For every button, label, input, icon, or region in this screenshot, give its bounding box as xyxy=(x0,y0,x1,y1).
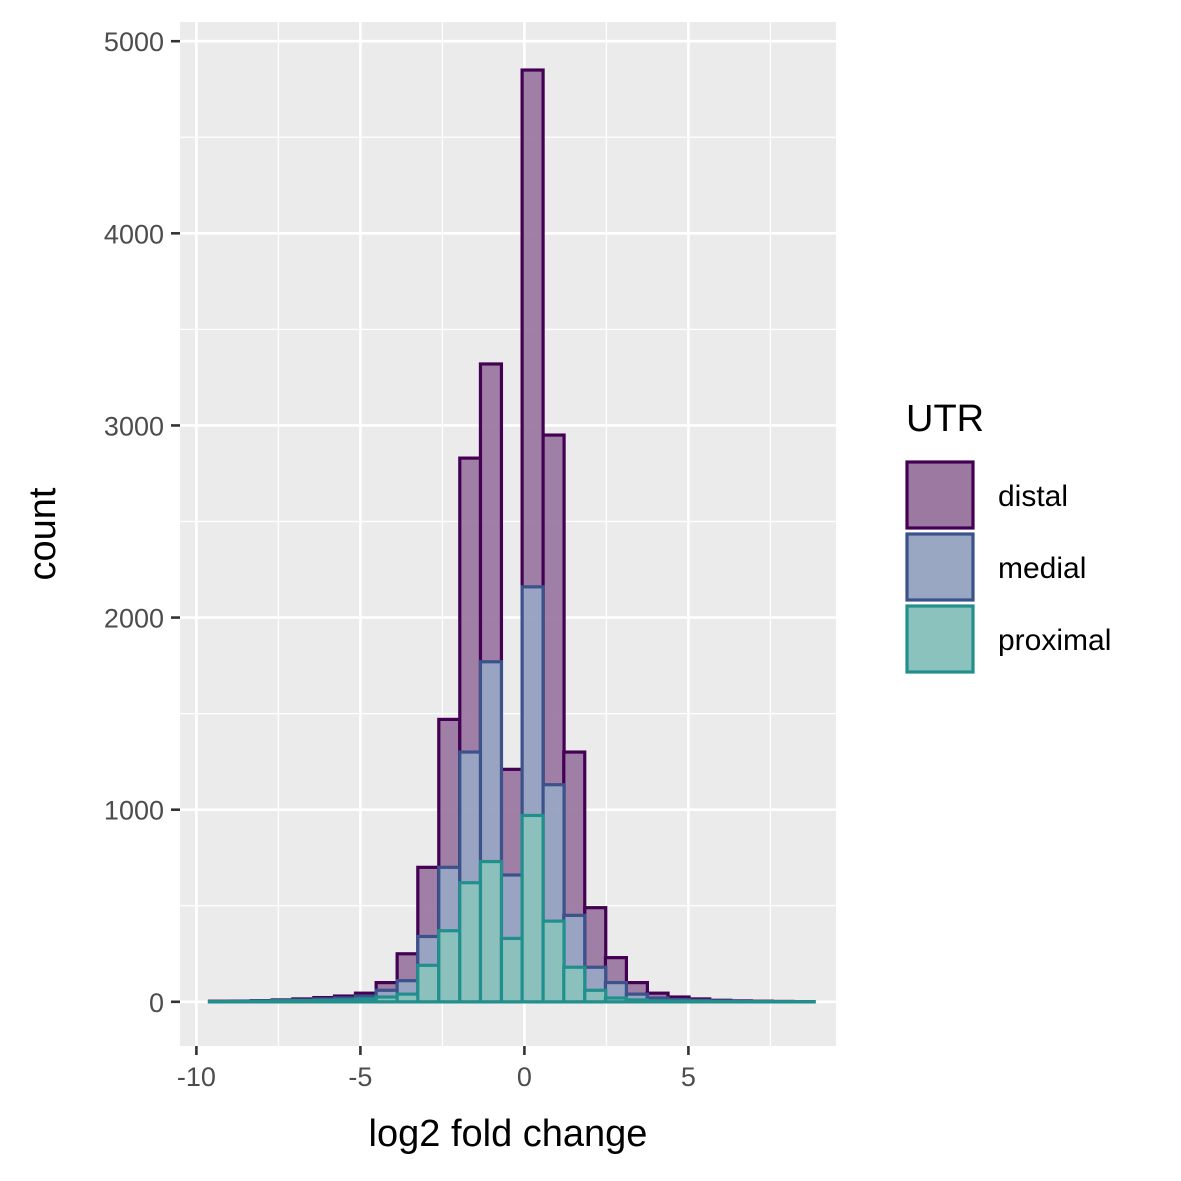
x-axis-title: log2 fold change xyxy=(369,1113,648,1155)
bar-proximal xyxy=(624,998,650,1004)
y-tick-label: 0 xyxy=(149,988,164,1018)
histogram-bars xyxy=(207,68,816,1004)
bar-proximal xyxy=(437,929,462,1004)
bar-proximal xyxy=(478,859,504,1004)
legend-keys: distal medial proximal xyxy=(905,460,1111,674)
bar-proximal xyxy=(541,919,566,1004)
bar-proximal xyxy=(416,963,441,1004)
y-tick-label: 1000 xyxy=(104,796,164,826)
x-tick-label: 5 xyxy=(681,1062,696,1092)
legend-key-distal xyxy=(905,460,975,530)
bar-proximal xyxy=(249,999,274,1004)
legend-key-proximal xyxy=(905,604,975,674)
bar-proximal xyxy=(270,999,295,1004)
bar-proximal xyxy=(395,992,420,1004)
series-proximal xyxy=(207,813,816,1004)
y-tick-label: 4000 xyxy=(104,219,164,249)
legend-title: UTR xyxy=(906,398,984,440)
bar-proximal xyxy=(603,996,629,1004)
y-tick-label: 5000 xyxy=(104,27,164,57)
bar-proximal xyxy=(291,999,316,1004)
x-tick-label: 0 xyxy=(517,1062,532,1092)
bar-proximal xyxy=(353,997,379,1004)
y-axis-title: count xyxy=(22,487,64,580)
bar-proximal xyxy=(583,988,608,1004)
bar-proximal xyxy=(312,998,337,1004)
bar-proximal xyxy=(458,881,483,1004)
bar-proximal xyxy=(374,995,399,1004)
y-tick-label: 2000 xyxy=(104,604,164,634)
bar-proximal xyxy=(687,999,712,1004)
x-tick-label: -10 xyxy=(177,1062,216,1092)
bar-proximal xyxy=(645,999,670,1004)
legend: UTR distal medial proximal xyxy=(905,398,1111,674)
axes: 0 1000 2000 3000 4000 5000 -10 -5 0 5 xyxy=(104,27,696,1092)
legend-label-proximal: proximal xyxy=(998,624,1111,657)
minor-gridlines xyxy=(180,22,836,1046)
bar-proximal xyxy=(562,965,587,1004)
x-tick-label: -5 xyxy=(348,1062,372,1092)
bar-proximal xyxy=(499,936,525,1004)
bar-proximal xyxy=(332,998,358,1004)
bar-proximal xyxy=(520,813,545,1004)
bar-proximal xyxy=(666,999,691,1004)
legend-label-medial: medial xyxy=(998,552,1086,585)
legend-key-medial xyxy=(905,532,975,602)
y-tick-label: 3000 xyxy=(104,411,164,441)
legend-label-distal: distal xyxy=(998,480,1068,513)
